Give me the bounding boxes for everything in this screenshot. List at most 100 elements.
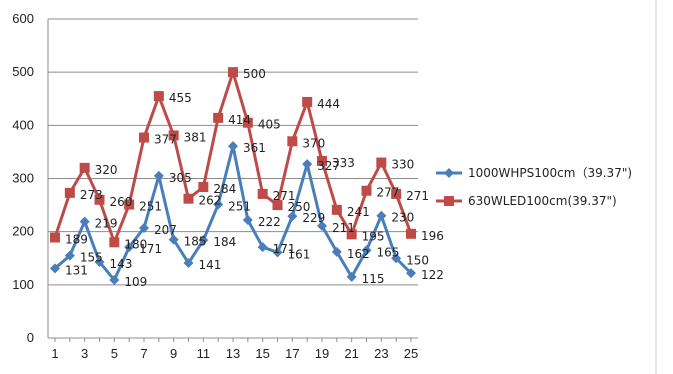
series-1-data-label-21: 277: [377, 186, 400, 200]
x-tick-label-9: 19: [315, 346, 329, 361]
series-0-data-label-7: 305: [169, 171, 192, 185]
y-tick-label-4: 400: [12, 117, 34, 132]
series-0-data-label-24: 122: [421, 268, 444, 282]
legend-marker-1: [444, 196, 454, 206]
series-1-data-label-1: 273: [80, 188, 103, 202]
series-0-marker-13: [242, 214, 253, 225]
series-0-marker-20: [346, 271, 357, 282]
series-1-data-label-18: 333: [332, 156, 355, 170]
series-1-marker-23: [391, 188, 402, 199]
series-0-data-label-12: 361: [243, 141, 266, 155]
y-tick-label-0: 0: [27, 330, 34, 345]
y-tick-label-3: 300: [12, 171, 34, 186]
series-1-marker-3: [94, 194, 105, 205]
x-tick-label-11: 23: [374, 346, 388, 361]
series-1-data-label-7: 455: [169, 91, 192, 105]
series-0-marker-4: [109, 275, 120, 286]
series-1-marker-18: [317, 155, 327, 166]
series-0-marker-7: [153, 170, 164, 181]
series-0-marker-24: [406, 268, 416, 279]
series-1-marker-7: [153, 91, 164, 102]
series-0-marker-12: [228, 141, 238, 152]
series-1-data-label-24: 196: [421, 229, 444, 243]
x-tick-label-7: 15: [255, 346, 269, 361]
x-tick-label-4: 9: [170, 346, 177, 361]
series-1-data-label-23: 271: [406, 189, 429, 203]
series-0-marker-10: [198, 235, 209, 246]
series-1-data-label-2: 320: [95, 163, 118, 177]
series-0-data-label-20: 115: [362, 272, 385, 286]
legend-marker-0: [444, 168, 454, 178]
series-0-marker-11: [213, 199, 224, 210]
series-1-marker-13: [242, 117, 253, 128]
series-1-marker-5: [124, 199, 135, 210]
series-1-marker-12: [228, 67, 238, 78]
series-0-data-label-4: 109: [124, 275, 147, 289]
series-0-marker-2: [79, 216, 90, 227]
series-0-data-label-8: 185: [184, 235, 207, 249]
series-0-data-label-10: 184: [213, 235, 236, 249]
legend: 1000WHPS100cm（39.37") 630WLED100cm(39.37"…: [436, 166, 632, 208]
series-0-data-label-13: 222: [258, 215, 281, 229]
series-1-data-label-12: 500: [243, 67, 266, 81]
series-0-marker-3: [94, 256, 105, 267]
series-0-marker-22: [376, 210, 387, 221]
series-0-data-label-2: 219: [95, 217, 118, 231]
series-0-marker-9: [183, 258, 194, 269]
series-0-data-label-18: 211: [332, 221, 355, 235]
series-0-marker-23: [391, 253, 402, 264]
series-1-data-label-5: 251: [139, 200, 162, 214]
series-1-data-label-10: 284: [213, 182, 236, 196]
x-tick-label-6: 13: [226, 346, 240, 361]
y-tick-label-1: 100: [12, 277, 34, 292]
series-group: [50, 67, 416, 286]
series-1-marker-11: [213, 112, 224, 123]
y-tick-label-2: 200: [12, 224, 34, 239]
x-tick-label-3: 7: [140, 346, 147, 361]
series-1-marker-22: [376, 157, 387, 168]
x-tick-label-2: 5: [111, 346, 118, 361]
series-1-data-label-15: 250: [288, 200, 311, 214]
series-1-marker-15: [272, 200, 283, 211]
series-0-marker-21: [361, 245, 372, 256]
series-0-marker-1: [64, 250, 75, 261]
series-1-data-label-22: 330: [391, 158, 414, 172]
series-0-data-label-9: 141: [199, 258, 222, 272]
series-0-data-label-5: 171: [139, 242, 162, 256]
series-1-data-label-0: 189: [65, 233, 88, 247]
series-1-marker-21: [361, 185, 372, 196]
series-0-data-label-17: 327: [317, 159, 340, 173]
legend-label-0: 1000WHPS100cm（39.37"): [468, 166, 632, 180]
series-0-marker-19: [331, 246, 342, 257]
series-0-marker-14: [257, 242, 268, 253]
series-1-marker-0: [50, 232, 60, 243]
x-tick-label-1: 3: [81, 346, 88, 361]
series-1-data-label-16: 370: [302, 136, 325, 150]
series-1-marker-10: [198, 182, 209, 193]
series-1-marker-17: [302, 96, 313, 107]
series-1-marker-4: [109, 237, 120, 248]
series-0-data-label-11: 251: [228, 200, 251, 214]
series-1-marker-19: [331, 204, 342, 215]
series-1-data-label-20: 195: [362, 229, 385, 243]
series-1-marker-14: [257, 188, 268, 199]
series-0-data-label-19: 162: [347, 247, 370, 261]
series-1-data-label-11: 414: [228, 113, 251, 127]
series-1-marker-9: [183, 193, 194, 204]
series-1-data-label-6: 377: [154, 133, 177, 147]
series-0-data-label-1: 155: [80, 251, 103, 265]
series-1-data-label-3: 260: [110, 195, 133, 209]
x-tick-label-12: 25: [404, 346, 418, 361]
series-1-data-label-17: 444: [317, 97, 340, 111]
series-1-marker-6: [139, 132, 149, 143]
series-1-data-label-14: 271: [273, 189, 296, 203]
series-0-data-label-3: 143: [110, 257, 133, 271]
series-1-marker-1: [64, 187, 75, 198]
series-1-data-label-4: 180: [124, 237, 147, 251]
series-0-data-label-16: 229: [302, 211, 325, 225]
series-0-data-label-0: 131: [65, 263, 88, 277]
